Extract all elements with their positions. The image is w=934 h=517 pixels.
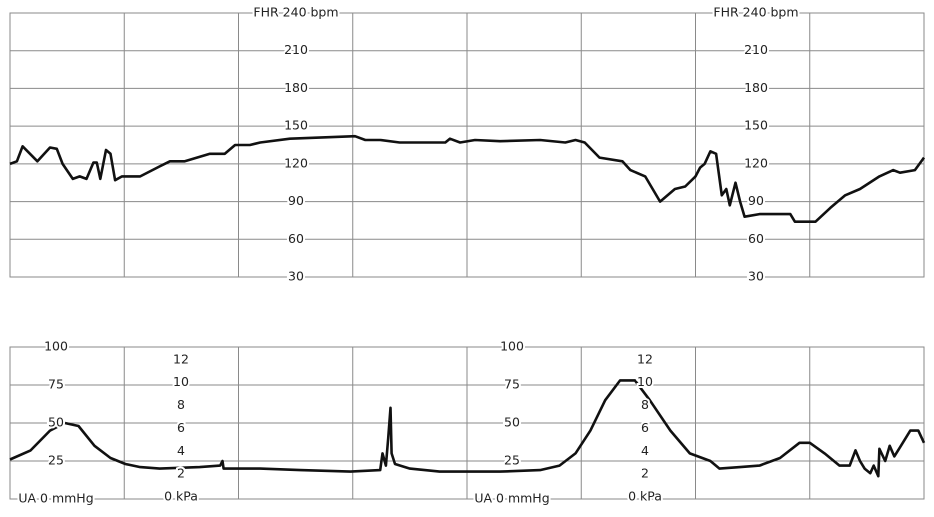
y-tick-label: FHR 240 bpm (713, 5, 798, 20)
y2-tick-label: 10 (637, 374, 653, 389)
y-tick-label: 60 (748, 231, 764, 246)
y-tick-label: 180 (284, 80, 308, 95)
y-tick-label: 90 (748, 193, 764, 208)
y-tick-label: 50 (48, 415, 64, 430)
y2-tick-label: 2 (641, 466, 649, 481)
y-tick-label: 180 (744, 80, 768, 95)
y-tick-label: 210 (284, 42, 308, 57)
y2-tick-label: 8 (177, 397, 185, 412)
y2-tick-label: 6 (177, 420, 185, 435)
y-tick-label: 75 (48, 377, 64, 392)
y-tick-label: UA 0 mmHg (474, 491, 549, 506)
y-tick-label: 25 (48, 453, 64, 468)
y-tick-label: 210 (744, 42, 768, 57)
y-tick-label: 90 (288, 193, 304, 208)
y-tick-label: 30 (748, 269, 764, 284)
y-tick-label: 150 (284, 118, 308, 133)
trace (9, 379, 926, 478)
y-tick-label: 75 (504, 377, 520, 392)
y-tick-label: 100 (44, 339, 68, 354)
y2-tick-label: 4 (641, 443, 649, 458)
y-tick-label: FHR 240 bpm (253, 5, 338, 20)
y-tick-label: 120 (744, 155, 768, 170)
y-tick-label: 50 (504, 415, 520, 430)
y2-tick-label: 0 kPa (164, 489, 198, 504)
y2-tick-label: 12 (637, 351, 653, 366)
y2-tick-label: 12 (173, 351, 189, 366)
y2-tick-label: 6 (641, 420, 649, 435)
y2-tick-label: 10 (173, 374, 189, 389)
y-tick-label: 120 (284, 155, 308, 170)
y2-tick-label: 4 (177, 443, 185, 458)
y-tick-label: 25 (504, 453, 520, 468)
trace (9, 134, 926, 223)
y-tick-label: 150 (744, 118, 768, 133)
y2-tick-label: 8 (641, 397, 649, 412)
y2-tick-label: 0 kPa (628, 489, 662, 504)
y-tick-label: 60 (288, 231, 304, 246)
y-tick-label: 100 (500, 339, 524, 354)
y2-tick-label: 2 (177, 466, 185, 481)
y-tick-label: 30 (288, 269, 304, 284)
y-tick-label: UA 0 mmHg (18, 491, 93, 506)
